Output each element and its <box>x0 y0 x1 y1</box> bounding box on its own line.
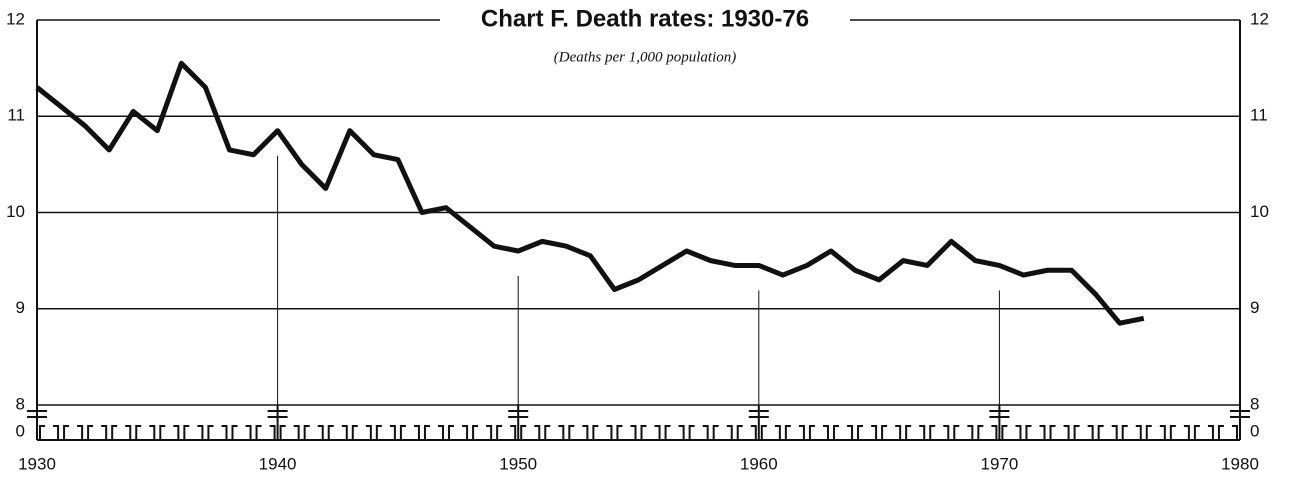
minor-tick <box>135 425 156 440</box>
chart-subtitle: (Deaths per 1,000 population) <box>554 49 736 65</box>
data-line <box>35 60 1145 326</box>
minor-tick <box>1025 425 1046 440</box>
minor-tick <box>568 425 589 440</box>
minor-tick <box>327 425 348 440</box>
minor-tick <box>520 425 541 440</box>
minor-tick <box>977 425 998 440</box>
minor-tick <box>423 425 445 440</box>
minor-tick <box>183 425 204 440</box>
minor-tick <box>905 425 926 440</box>
x-tick-cap <box>508 410 529 418</box>
x-tick-label: 1960 <box>740 454 778 473</box>
minor-tick <box>255 425 276 440</box>
x-tick-label: 1980 <box>1221 454 1259 473</box>
y-tick-label: 10 <box>6 202 25 221</box>
minor-tick <box>303 425 324 440</box>
minor-tick <box>808 425 829 440</box>
minor-tick <box>1193 425 1214 440</box>
x-tick-label: 1940 <box>259 454 297 473</box>
x-tick-cap <box>27 410 47 418</box>
y-tick-label-right: 11 <box>1250 106 1268 125</box>
y-break-label-right: 0 <box>1250 421 1259 440</box>
minor-tick <box>1169 425 1190 440</box>
minor-tick <box>1145 425 1166 440</box>
y-tick-label-right: 8 <box>1250 394 1259 413</box>
minor-tick <box>63 425 84 440</box>
minor-tick <box>592 425 613 440</box>
y-tick-label-right: 9 <box>1250 298 1259 317</box>
minor-tick <box>496 425 517 440</box>
minor-tick <box>857 425 878 440</box>
minor-tick <box>1073 425 1094 440</box>
chart-title: Chart F. Death rates: 1930-76 <box>481 5 809 32</box>
minor-tick <box>375 425 396 440</box>
minor-tick <box>712 425 733 440</box>
minor-tick <box>760 425 781 440</box>
x-tick-cap <box>748 410 769 418</box>
minor-tick <box>664 425 685 440</box>
minor-tick <box>784 425 805 440</box>
minor-tick <box>448 425 469 440</box>
minor-tick <box>881 425 902 440</box>
y-tick-label: 9 <box>16 298 25 317</box>
minor-tick <box>736 425 757 440</box>
minor-tick <box>231 425 252 440</box>
x-tick-label: 1970 <box>980 454 1018 473</box>
x-tick-cap <box>1230 410 1250 418</box>
minor-tick <box>351 425 372 440</box>
x-tick-cap <box>989 410 1010 418</box>
minor-tick <box>159 425 180 440</box>
minor-tick <box>111 425 132 440</box>
y-break-label: 0 <box>16 421 25 440</box>
minor-tick <box>1217 425 1238 440</box>
minor-tick <box>1121 425 1142 440</box>
y-tick-label: 8 <box>16 394 25 413</box>
y-tick-label-right: 12 <box>1250 9 1269 28</box>
minor-tick <box>544 425 565 440</box>
minor-tick <box>616 425 637 440</box>
minor-tick <box>1097 425 1118 440</box>
break-bracket <box>36 411 1241 417</box>
minor-tick <box>1049 425 1070 440</box>
y-tick-label-right: 10 <box>1250 202 1269 221</box>
minor-tick <box>688 425 709 440</box>
minor-tick <box>279 425 300 440</box>
minor-tick <box>832 425 854 440</box>
minor-tick <box>87 425 108 440</box>
minor-tick <box>953 425 974 440</box>
minor-tick <box>207 425 228 440</box>
x-tick-cap <box>267 410 288 418</box>
minor-tick <box>399 425 420 440</box>
minor-tick <box>1001 425 1022 440</box>
minor-tick <box>39 425 60 440</box>
x-tick-label: 1950 <box>499 454 537 473</box>
minor-tick <box>472 425 493 440</box>
x-tick-label: 1930 <box>18 454 56 473</box>
y-tick-label: 11 <box>7 106 25 125</box>
minor-tick <box>929 425 950 440</box>
title-bg <box>440 4 850 36</box>
y-tick-label: 12 <box>6 9 25 28</box>
minor-tick <box>640 425 661 440</box>
